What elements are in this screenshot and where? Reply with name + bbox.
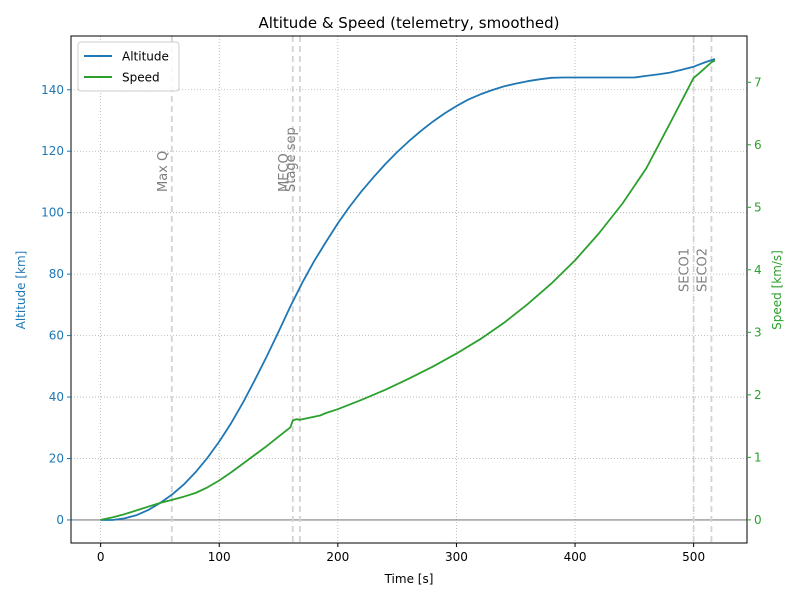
event-label: SECO1	[678, 248, 693, 292]
event-label: MECO	[277, 153, 292, 192]
y-right-tick-label: 7	[754, 75, 762, 89]
x-tick-label: 300	[445, 550, 468, 564]
event-label: Max Q	[156, 151, 171, 192]
x-tick-label: 500	[682, 550, 705, 564]
axes: 0 100 200 300 400 500 0 20 40 60 80 100 120 140 0 1 2 3 4 5…	[41, 75, 762, 564]
y-left-tick-label: 40	[49, 390, 64, 404]
x-axis-title: Time [s]	[384, 572, 434, 586]
y-right-tick-label: 1	[754, 450, 762, 464]
legend: Altitude Speed	[77, 41, 180, 92]
y-left-tick-label: 100	[41, 206, 64, 220]
x-tick-label: 200	[326, 550, 349, 564]
series-line-altitude	[100, 58, 716, 521]
y-left-tick-label: 120	[41, 144, 64, 158]
series-line-speed	[100, 59, 716, 521]
x-tick-label: 0	[97, 550, 105, 564]
y-right-tick-label: 2	[754, 388, 762, 402]
y-right-tick-label: 0	[754, 513, 762, 527]
y-right-tick-label: 3	[754, 325, 762, 339]
y-axis-right-title: Speed [km/s]	[770, 250, 784, 330]
legend-label-speed: Speed	[122, 71, 160, 85]
y-right-tick-label: 5	[754, 200, 762, 214]
y-left-tick-label: 140	[41, 83, 64, 97]
plot-frame	[70, 35, 748, 544]
x-tick-label: 400	[564, 550, 587, 564]
y-left-tick-label: 0	[56, 513, 64, 527]
y-axis-left-title: Altitude [km]	[14, 251, 28, 330]
chart-title: Altitude & Speed (telemetry, smoothed)	[258, 14, 559, 32]
legend-label-altitude: Altitude	[122, 50, 169, 64]
x-tick-label: 100	[208, 550, 231, 564]
legend-box	[77, 41, 180, 92]
y-left-tick-label: 80	[49, 267, 64, 281]
series-lines	[100, 58, 716, 521]
event-label: SECO2	[695, 248, 710, 292]
y-left-tick-label: 20	[49, 452, 64, 466]
y-right-tick-label: 4	[754, 263, 762, 277]
y-right-tick-label: 6	[754, 138, 762, 152]
y-left-tick-label: 60	[49, 329, 64, 343]
event-label: Stage sep	[284, 127, 299, 192]
